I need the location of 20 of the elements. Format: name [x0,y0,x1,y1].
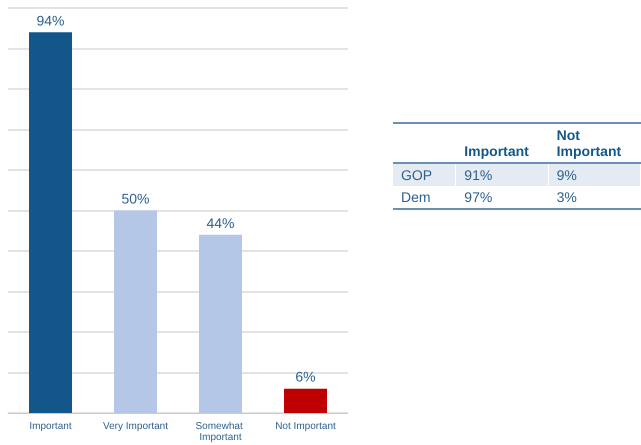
category-label: Dem [401,189,431,205]
x-tick-label: Important [29,421,72,432]
data-label: 44% [206,214,235,231]
text: 91% [464,167,492,183]
bar [199,234,242,413]
data-label: 6% [295,368,316,385]
bar [114,210,157,413]
category-label: Not Important [548,123,640,163]
x-tick-label: Somewhat Important [195,421,246,443]
x-tick-label: Not Important [275,421,336,432]
text: 9% [556,167,577,183]
category-label: GOP [401,167,432,183]
x-tick-label: Very Important [102,421,168,432]
data-label: 94% [36,12,65,28]
data-label: 50% [121,190,150,206]
text: 3% [556,189,577,205]
category-label: Important [456,123,548,163]
text: 97% [464,189,492,205]
bar [29,32,72,413]
bar [284,388,327,413]
